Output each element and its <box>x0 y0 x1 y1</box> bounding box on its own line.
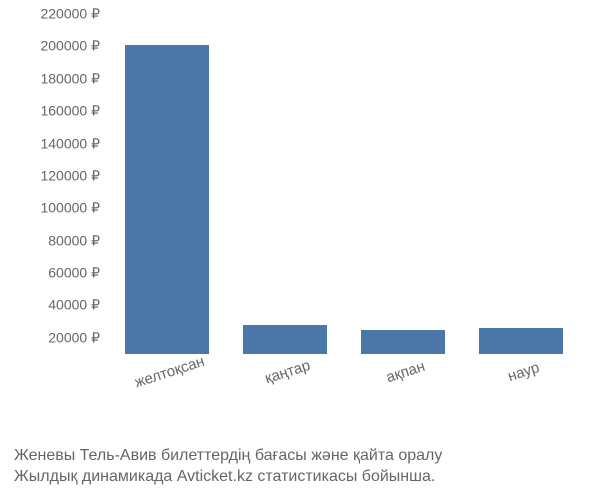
bar-slot: ақпан <box>344 14 462 354</box>
bar-slot: наур <box>462 14 580 354</box>
chart-caption: Женевы Тель-Авив билеттердің бағасы және… <box>0 445 600 488</box>
y-tick-label: 200000 ₽ <box>40 38 108 55</box>
y-tick-label: 220000 ₽ <box>40 6 108 23</box>
bar <box>361 330 446 354</box>
x-tick-label: наур <box>506 359 542 385</box>
bar <box>243 325 328 354</box>
y-tick-label: 100000 ₽ <box>40 200 108 217</box>
y-tick-label: 80000 ₽ <box>48 232 108 249</box>
caption-line-2: Жылдық динамикада Avticket.kz статистика… <box>14 466 600 488</box>
bar-slot: желтоқсан <box>108 14 226 354</box>
x-tick-label: қаңтар <box>263 357 313 388</box>
bars-container: желтоқсанқаңтарақпаннаур <box>108 14 580 354</box>
y-tick-label: 120000 ₽ <box>40 167 108 184</box>
y-tick-label: 160000 ₽ <box>40 103 108 120</box>
bar-slot: қаңтар <box>226 14 344 354</box>
bar <box>125 45 210 354</box>
y-tick-label: 20000 ₽ <box>48 329 108 346</box>
x-tick-label: желтоқсан <box>133 353 207 392</box>
caption-line-1: Женевы Тель-Авив билеттердің бағасы және… <box>14 445 600 467</box>
y-tick-label: 180000 ₽ <box>40 70 108 87</box>
y-tick-label: 40000 ₽ <box>48 297 108 314</box>
y-tick-label: 140000 ₽ <box>40 135 108 152</box>
y-tick-label: 60000 ₽ <box>48 265 108 282</box>
bar <box>479 328 564 354</box>
price-chart: желтоқсанқаңтарақпаннаур 20000 ₽40000 ₽6… <box>0 0 600 500</box>
plot-area: желтоқсанқаңтарақпаннаур 20000 ₽40000 ₽6… <box>108 14 580 354</box>
x-tick-label: ақпан <box>384 358 427 386</box>
